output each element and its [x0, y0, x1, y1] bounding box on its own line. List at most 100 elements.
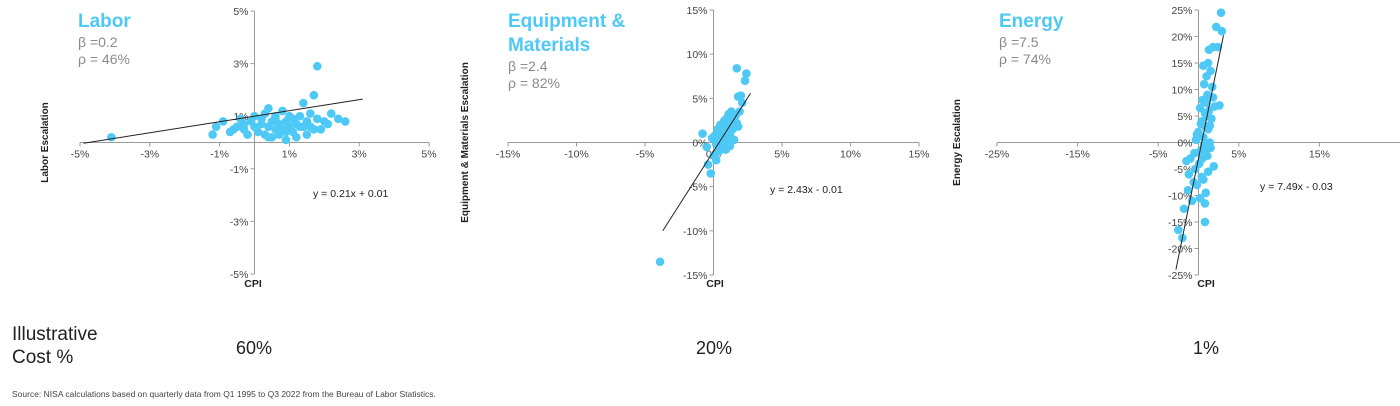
data-point	[295, 122, 305, 132]
chart-title: Materials	[508, 35, 590, 56]
data-point	[243, 130, 252, 139]
data-point	[1201, 188, 1211, 198]
data-point	[698, 129, 707, 138]
x-tick-label: 5%	[1231, 149, 1246, 161]
chart-title: Labor	[78, 11, 131, 32]
beta-stat: β =2.4	[508, 58, 548, 74]
data-point	[1200, 217, 1210, 227]
trendline-equation: y = 2.43x - 0.01	[770, 184, 843, 196]
x-tick-label: 15%	[908, 149, 929, 161]
data-point	[655, 257, 665, 267]
chart-title: Equipment &	[508, 11, 625, 32]
data-point	[740, 76, 750, 85]
data-point	[742, 69, 751, 78]
y-axis-title: Labor Escalation	[40, 102, 51, 183]
data-point	[309, 90, 319, 100]
data-point	[1202, 98, 1211, 108]
data-point	[1192, 180, 1202, 190]
x-axis-title: CPI	[1197, 278, 1215, 290]
trendline-equation: y = 0.21x + 0.01	[313, 188, 388, 200]
rho-stat: ρ = 46%	[78, 51, 130, 67]
data-point	[295, 111, 305, 121]
cost-pct-equipment: 20%	[695, 338, 733, 358]
data-point	[257, 119, 266, 129]
data-point	[264, 132, 273, 142]
y-tick-label: 25%	[1171, 5, 1192, 17]
data-point	[702, 142, 711, 152]
data-point	[1196, 119, 1206, 129]
data-point	[316, 125, 326, 134]
data-point	[1199, 175, 1208, 184]
data-point	[1203, 58, 1213, 68]
x-tick-label: 5%	[421, 149, 436, 161]
y-tick-label: 5%	[692, 93, 707, 105]
y-tick-label: -25%	[1168, 270, 1193, 282]
x-tick-label: 15%	[1309, 149, 1330, 161]
data-point	[1174, 225, 1183, 235]
charts-area: -5%-3%-1%1%3%5%5%3%1%-1%-3%-5%y = 0.21x …	[40, 5, 1400, 290]
x-tick-label: -25%	[985, 149, 1010, 161]
data-point	[1207, 82, 1217, 92]
data-point	[729, 135, 739, 145]
beta-stat: β =7.5	[999, 34, 1039, 50]
y-tick-label: 10%	[686, 49, 707, 61]
x-tick-label: 1%	[282, 149, 297, 161]
y-tick-label: 15%	[686, 5, 707, 17]
rho-stat: ρ = 82%	[508, 75, 560, 91]
scatter-chart-2: -15%-10%-5%0%5%10%15%15%10%5%0%-5%-10%-1…	[460, 5, 930, 290]
data-point	[340, 117, 350, 126]
rho-stat: ρ = 74%	[999, 51, 1051, 67]
trendline-equation: y = 7.49x - 0.03	[1260, 181, 1333, 193]
data-point	[1192, 130, 1202, 139]
x-tick-label: 3%	[352, 149, 367, 161]
trendline	[1175, 35, 1224, 270]
x-tick-label: -5%	[636, 149, 655, 161]
data-point	[326, 109, 336, 118]
data-point	[313, 61, 322, 71]
data-point	[1215, 101, 1224, 110]
x-tick-label: -5%	[71, 149, 90, 161]
cost-pct-labor: 60%	[235, 338, 273, 358]
data-point	[737, 98, 747, 108]
data-point	[302, 130, 312, 139]
x-tick-label: -15%	[1065, 149, 1090, 161]
y-tick-label: -15%	[683, 270, 708, 282]
chart-title: Energy	[999, 11, 1064, 32]
y-tick-label: 3%	[233, 59, 248, 71]
data-point	[323, 119, 333, 129]
data-point	[306, 109, 315, 118]
trendline	[83, 98, 363, 144]
data-point	[706, 169, 716, 178]
data-point	[281, 127, 291, 137]
data-point	[1199, 132, 1208, 142]
data-point	[333, 114, 343, 124]
data-point	[264, 104, 273, 113]
x-tick-label: 5%	[774, 149, 789, 161]
beta-stat: β =0.2	[78, 34, 118, 50]
y-tick-label: 5%	[1177, 111, 1192, 123]
data-point	[107, 132, 116, 142]
data-point	[1209, 162, 1219, 171]
y-tick-label: 15%	[1171, 58, 1192, 70]
x-tick-label: 10%	[840, 149, 861, 161]
trendline	[662, 93, 751, 232]
x-tick-label: -1%	[210, 149, 229, 161]
data-point	[278, 106, 287, 116]
y-tick-label: -5%	[689, 182, 708, 194]
y-tick-label: 20%	[1171, 32, 1192, 44]
data-point	[1183, 185, 1193, 195]
data-point	[1216, 8, 1226, 17]
data-point	[208, 130, 217, 139]
y-tick-label: 5%	[233, 6, 248, 18]
x-axis-title: CPI	[706, 278, 724, 290]
data-point	[1179, 204, 1189, 214]
data-point	[1184, 170, 1194, 179]
data-point	[1203, 167, 1213, 176]
x-tick-label: -10%	[564, 149, 589, 161]
scatter-chart-3: -25% -15% -5% 5% 15%25%20%15%10%5%0%-5%-10%-…	[952, 5, 1400, 290]
row-label-line2: Cost %	[12, 347, 74, 368]
data-point	[239, 119, 249, 129]
y-tick-label: 0%	[1177, 138, 1192, 150]
data-point	[211, 122, 221, 132]
data-point	[711, 155, 721, 165]
